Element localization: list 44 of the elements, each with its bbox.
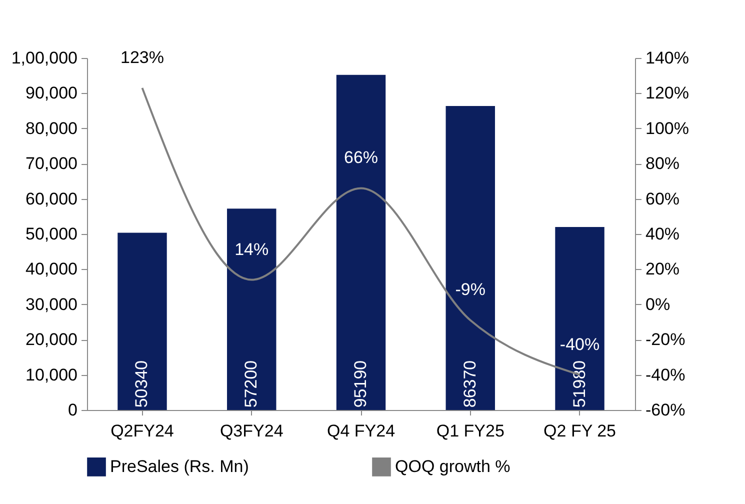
y-tick-label: 40,000 xyxy=(26,260,78,279)
y-tick-label: 90,000 xyxy=(26,84,78,103)
y2-tick-label: 40% xyxy=(646,224,680,244)
data-label: 123% xyxy=(120,48,164,67)
y2-tick-label: -40% xyxy=(646,365,686,384)
y2-tick-label: 100% xyxy=(646,118,689,138)
data-label: 66% xyxy=(344,148,378,168)
data-label: 57200 xyxy=(242,360,261,408)
bar xyxy=(446,106,495,410)
x-tick-label: Q3FY24 xyxy=(220,422,284,440)
y-tick-label: 0 xyxy=(68,400,78,420)
y2-tick-label: 120% xyxy=(646,84,689,103)
data-label: 14% xyxy=(234,240,269,259)
y-tick-label: 30,000 xyxy=(26,294,78,314)
y2-tick-label: -20% xyxy=(646,330,686,350)
y2-tick-label: 140% xyxy=(646,48,689,68)
y-tick-label: 50,000 xyxy=(26,224,78,244)
x-tick-label: Q4 FY24 xyxy=(326,422,396,440)
data-label: 51980 xyxy=(570,360,589,408)
legend-label: QOQ growth % xyxy=(395,456,510,476)
y-tick-label: 60,000 xyxy=(26,189,78,208)
y2-tick-label: 60% xyxy=(646,189,680,208)
data-label: -9% xyxy=(455,280,486,300)
y-tick-label: 70,000 xyxy=(26,154,78,174)
y-tick-label: 20,000 xyxy=(26,330,78,350)
y-tick-label: 1,00,000 xyxy=(11,48,78,68)
bar xyxy=(555,227,604,410)
x-tick-label: Q1 FY25 xyxy=(436,422,504,440)
y2-tick-label: 80% xyxy=(646,154,680,174)
y-tick-label: 80,000 xyxy=(26,118,78,138)
bar xyxy=(336,74,386,410)
legend-label: PreSales (Rs. Mn) xyxy=(110,456,249,476)
bar xyxy=(227,208,276,410)
bar xyxy=(118,232,167,410)
x-tick-label: Q2FY24 xyxy=(110,422,174,440)
x-tick-label: Q2 FY 25 xyxy=(544,422,616,440)
data-label: -40% xyxy=(560,334,600,354)
y-tick-label: 10,000 xyxy=(26,365,78,384)
y2-tick-label: 20% xyxy=(646,260,680,279)
y2-tick-label: 0% xyxy=(646,294,670,314)
data-label: 86370 xyxy=(460,360,480,408)
data-label: 95190 xyxy=(351,360,370,408)
y2-tick-label: -60% xyxy=(646,400,686,420)
data-label: 50340 xyxy=(132,360,152,408)
